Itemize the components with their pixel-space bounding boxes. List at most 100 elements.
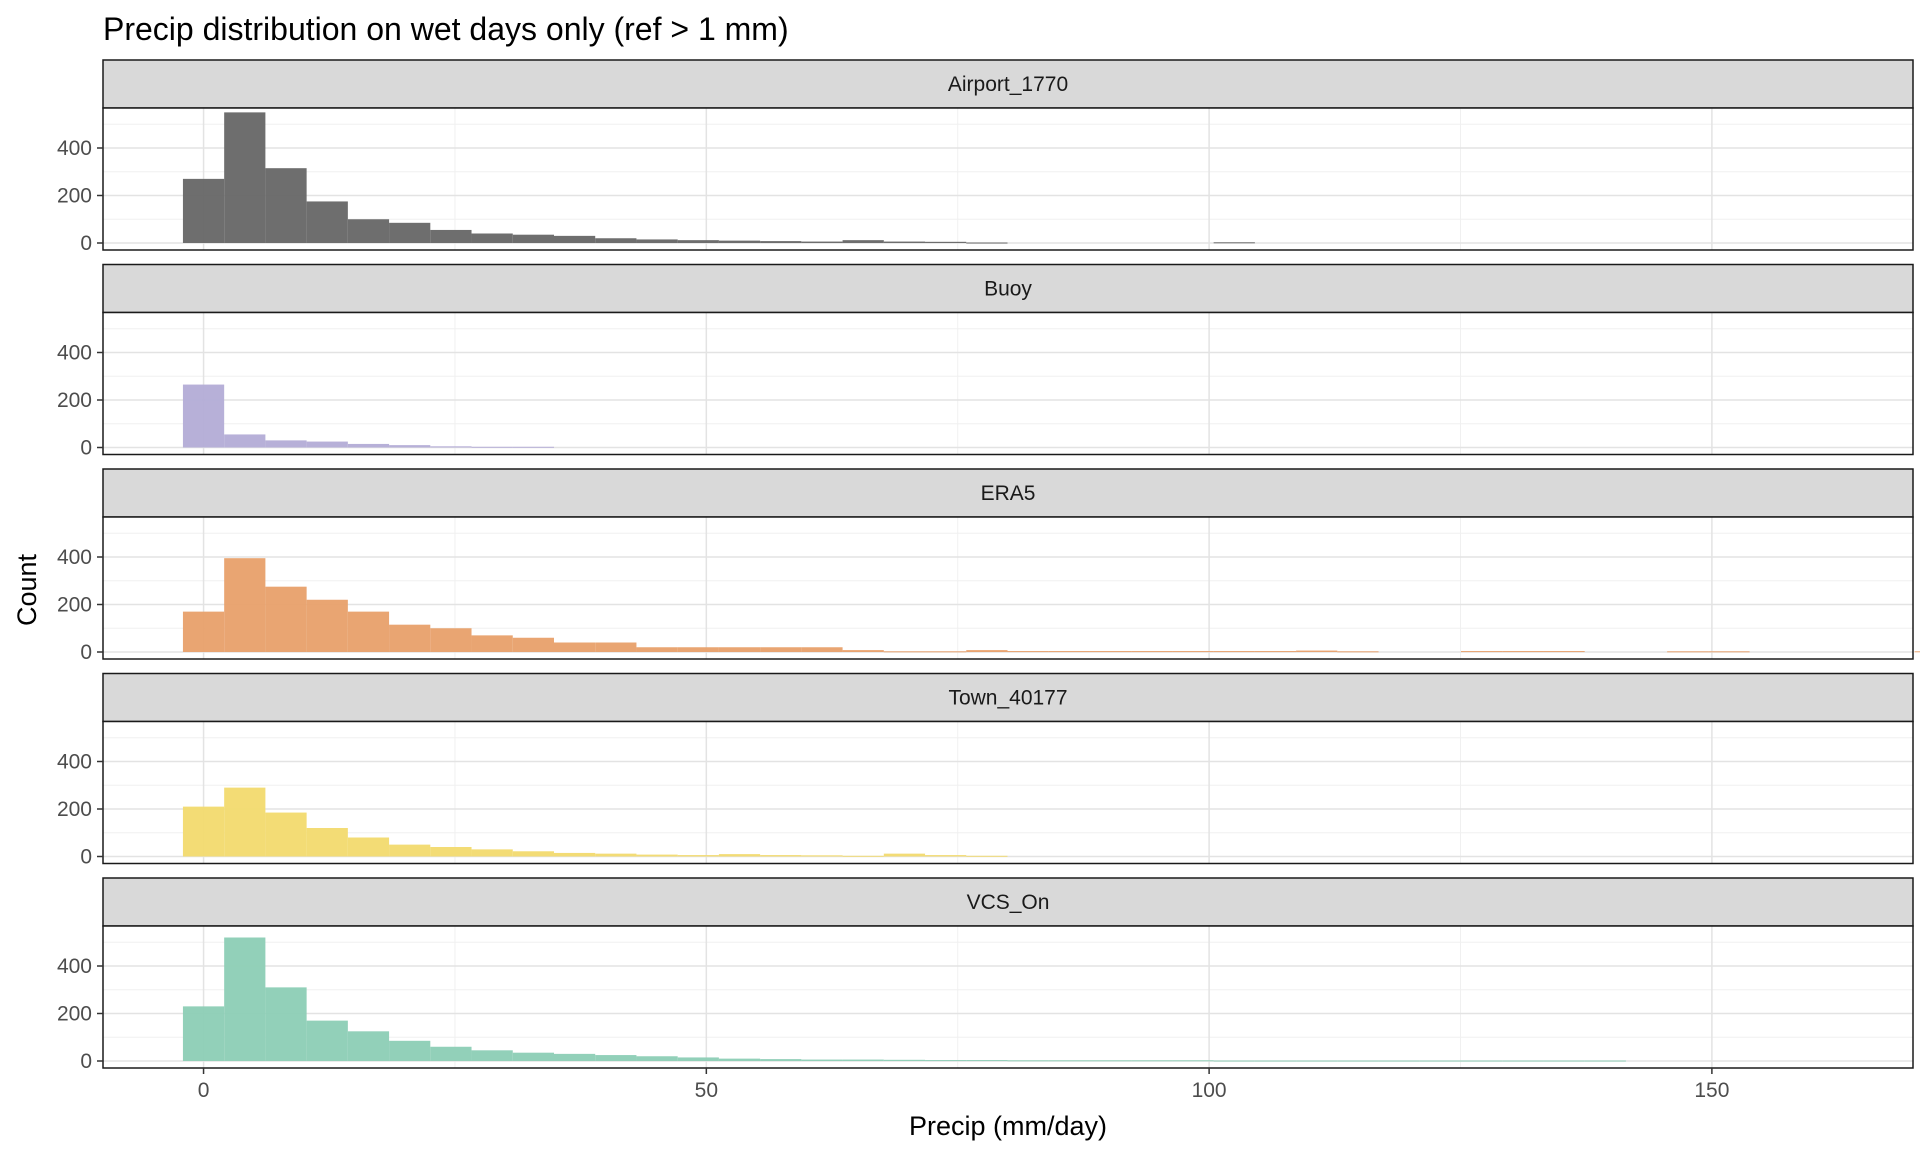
histogram-bar bbox=[182, 384, 225, 448]
histogram-bar bbox=[925, 241, 967, 243]
histogram-bar bbox=[430, 229, 472, 243]
panel-background bbox=[103, 312, 1913, 455]
histogram-bar bbox=[677, 1057, 719, 1061]
histogram-bar bbox=[306, 1020, 348, 1061]
histogram-bar bbox=[677, 240, 719, 243]
histogram-bar bbox=[1502, 651, 1544, 653]
facet-strip-label: ERA5 bbox=[981, 482, 1036, 505]
panel-border bbox=[102, 516, 1914, 660]
panel-border bbox=[102, 311, 1914, 456]
histogram-bar bbox=[224, 558, 266, 652]
x-tick-label: 0 bbox=[198, 1079, 210, 1102]
histogram-bar bbox=[224, 937, 266, 1061]
x-tick-label: 100 bbox=[1192, 1079, 1227, 1102]
histogram-bar bbox=[1007, 1060, 1049, 1062]
histogram-bar bbox=[306, 441, 348, 448]
histogram-bar bbox=[1213, 1060, 1255, 1062]
histogram-bar bbox=[595, 1055, 637, 1061]
y-tick-label: 200 bbox=[57, 594, 92, 617]
histogram-bar bbox=[1502, 1060, 1544, 1062]
histogram-bar bbox=[636, 1056, 678, 1061]
y-tick-label: 0 bbox=[80, 846, 92, 869]
histogram-bar bbox=[883, 853, 926, 857]
facet-panel: Airport_1770 0 200 400 bbox=[57, 59, 1914, 255]
panel-border bbox=[102, 720, 1914, 865]
facet-strip-label: VCS_On bbox=[967, 891, 1050, 914]
histogram-bar bbox=[1089, 651, 1132, 653]
histogram-bar bbox=[1254, 1060, 1297, 1062]
histogram-bar bbox=[1337, 1060, 1379, 1062]
histogram-bar bbox=[224, 434, 266, 448]
histogram-bar bbox=[801, 241, 843, 243]
histogram-bar bbox=[801, 1059, 843, 1061]
histogram-bar bbox=[265, 586, 307, 652]
histogram-bar bbox=[1584, 1060, 1626, 1062]
histogram-bar bbox=[512, 234, 554, 243]
histogram-bar bbox=[1708, 651, 1750, 653]
histogram-bar bbox=[1543, 651, 1585, 653]
histogram-bar bbox=[1007, 651, 1049, 653]
histogram-bar bbox=[471, 446, 513, 448]
histogram-bar bbox=[430, 1046, 472, 1061]
histogram-bar bbox=[471, 233, 513, 243]
histogram-bar bbox=[306, 828, 348, 857]
histogram-bar bbox=[1254, 651, 1297, 653]
histogram-bar bbox=[1089, 1060, 1132, 1062]
histogram-bar bbox=[842, 240, 884, 243]
panel-background bbox=[103, 721, 1913, 864]
histogram-bar bbox=[1131, 1060, 1173, 1062]
histogram-bar bbox=[430, 446, 472, 448]
histogram-bar bbox=[265, 168, 307, 243]
x-axis: 0 50 100 150 bbox=[198, 1068, 1729, 1102]
x-tick-label: 50 bbox=[695, 1079, 718, 1102]
histogram-bar bbox=[718, 647, 761, 652]
histogram-bar bbox=[430, 628, 472, 652]
histogram-bar bbox=[347, 219, 390, 243]
histogram-bar bbox=[389, 624, 431, 652]
histogram-bar bbox=[760, 241, 802, 243]
y-tick-label: 400 bbox=[57, 137, 92, 160]
y-tick-label: 200 bbox=[57, 389, 92, 412]
histogram-bar bbox=[1667, 651, 1709, 653]
histogram-bar bbox=[883, 1059, 926, 1061]
histogram-bar bbox=[801, 855, 843, 857]
y-tick-label: 0 bbox=[80, 641, 92, 664]
y-axis-title: Count bbox=[12, 553, 42, 626]
histogram-bar bbox=[389, 844, 431, 857]
histogram-bar bbox=[718, 240, 761, 243]
histogram-bar bbox=[1461, 1060, 1503, 1062]
y-tick-label: 0 bbox=[80, 1050, 92, 1073]
histogram-bar bbox=[306, 599, 348, 652]
histogram-bar bbox=[1296, 650, 1338, 652]
histogram-bar bbox=[471, 635, 513, 652]
y-tick-label: 0 bbox=[80, 232, 92, 255]
facet-strip-label: Buoy bbox=[984, 278, 1032, 301]
panel-border bbox=[102, 107, 1914, 251]
y-tick-label: 0 bbox=[80, 437, 92, 460]
histogram-bar bbox=[1296, 1060, 1338, 1062]
histogram-bar bbox=[553, 1053, 596, 1061]
y-tick-label: 400 bbox=[57, 342, 92, 365]
histogram-bar bbox=[636, 239, 678, 243]
y-tick-label: 200 bbox=[57, 185, 92, 208]
facet-strip bbox=[102, 877, 1914, 927]
histogram-bar bbox=[925, 651, 967, 653]
histogram-bar bbox=[1048, 1060, 1090, 1062]
facet-strip-label: Airport_1770 bbox=[948, 73, 1068, 96]
histogram-bar bbox=[512, 1052, 554, 1061]
facet-panel: Town_40177 0 200 400 bbox=[57, 672, 1914, 869]
histogram-bar bbox=[1048, 651, 1090, 653]
y-tick-label: 400 bbox=[57, 546, 92, 569]
histogram-bar bbox=[883, 241, 926, 243]
histogram-bar bbox=[1172, 651, 1214, 653]
histogram-bar bbox=[389, 445, 431, 448]
histogram-bar bbox=[842, 855, 884, 857]
histogram-bar bbox=[1172, 1060, 1214, 1062]
x-axis-title: Precip (mm/day) bbox=[909, 1111, 1107, 1141]
histogram-bar bbox=[677, 647, 719, 652]
facet-panel: VCS_On 0 200 400 bbox=[57, 877, 1914, 1073]
histogram-bar bbox=[760, 647, 802, 652]
histogram-bar bbox=[925, 1060, 967, 1062]
histogram-bar bbox=[553, 235, 596, 243]
facet-panels: Airport_1770 0 200 400 Buoy 0 200 400 ERA5 0 200 40… bbox=[57, 59, 1920, 1073]
